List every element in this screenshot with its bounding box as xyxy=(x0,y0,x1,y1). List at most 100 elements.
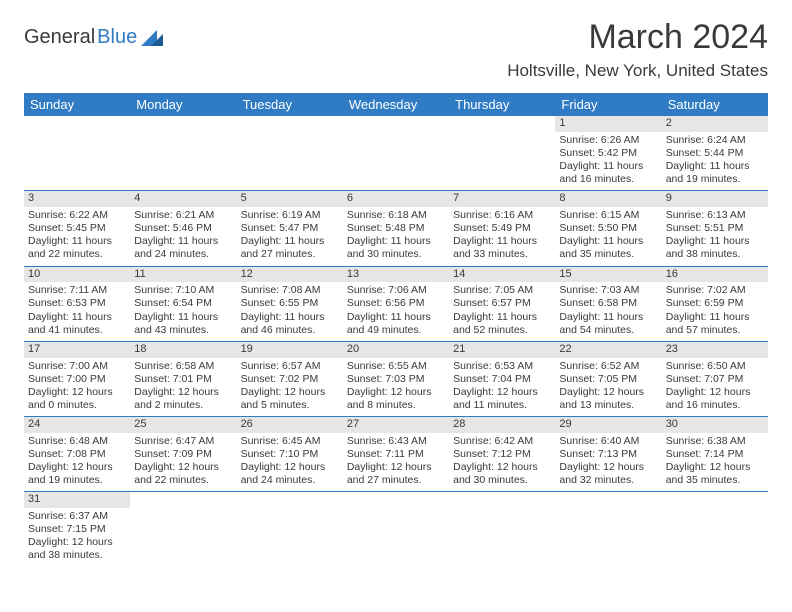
day-number: 27 xyxy=(343,417,449,433)
sunrise: Sunrise: 6:18 AM xyxy=(347,209,445,222)
sunrise: Sunrise: 6:57 AM xyxy=(241,360,339,373)
day-number: 7 xyxy=(449,191,555,207)
calendar-cell: 22Sunrise: 6:52 AMSunset: 7:05 PMDayligh… xyxy=(555,341,661,416)
sunset: Sunset: 6:55 PM xyxy=(241,297,339,310)
calendar-cell: 20Sunrise: 6:55 AMSunset: 7:03 PMDayligh… xyxy=(343,341,449,416)
calendar-cell: 5Sunrise: 6:19 AMSunset: 5:47 PMDaylight… xyxy=(237,191,343,266)
sunset: Sunset: 6:54 PM xyxy=(134,297,232,310)
day-body: Sunrise: 7:10 AMSunset: 6:54 PMDaylight:… xyxy=(130,282,236,341)
sunrise: Sunrise: 6:24 AM xyxy=(666,134,764,147)
calendar-cell: 12Sunrise: 7:08 AMSunset: 6:55 PMDayligh… xyxy=(237,266,343,341)
day-number: 25 xyxy=(130,417,236,433)
daylight: Daylight: 12 hours and 0 minutes. xyxy=(28,386,126,412)
daylight: Daylight: 11 hours and 19 minutes. xyxy=(666,160,764,186)
sunrise: Sunrise: 6:48 AM xyxy=(28,435,126,448)
day-body: Sunrise: 7:08 AMSunset: 6:55 PMDaylight:… xyxy=(237,282,343,341)
daylight: Daylight: 11 hours and 49 minutes. xyxy=(347,311,445,337)
daylight: Daylight: 12 hours and 8 minutes. xyxy=(347,386,445,412)
sunrise: Sunrise: 6:38 AM xyxy=(666,435,764,448)
sunrise: Sunrise: 7:08 AM xyxy=(241,284,339,297)
day-body: Sunrise: 6:19 AMSunset: 5:47 PMDaylight:… xyxy=(237,207,343,266)
daylight: Daylight: 11 hours and 43 minutes. xyxy=(134,311,232,337)
calendar-cell xyxy=(237,116,343,191)
day-number: 5 xyxy=(237,191,343,207)
daylight: Daylight: 11 hours and 35 minutes. xyxy=(559,235,657,261)
sunrise: Sunrise: 6:53 AM xyxy=(453,360,551,373)
sunset: Sunset: 7:08 PM xyxy=(28,448,126,461)
sunset: Sunset: 7:01 PM xyxy=(134,373,232,386)
logo: General Blue xyxy=(24,26,165,49)
calendar-head: SundayMondayTuesdayWednesdayThursdayFrid… xyxy=(24,93,768,116)
calendar-cell: 27Sunrise: 6:43 AMSunset: 7:11 PMDayligh… xyxy=(343,417,449,492)
daylight: Daylight: 12 hours and 38 minutes. xyxy=(28,536,126,562)
day-number: 11 xyxy=(130,267,236,283)
day-number: 4 xyxy=(130,191,236,207)
day-number: 2 xyxy=(662,116,768,132)
sunset: Sunset: 7:03 PM xyxy=(347,373,445,386)
day-body: Sunrise: 6:22 AMSunset: 5:45 PMDaylight:… xyxy=(24,207,130,266)
day-number: 16 xyxy=(662,267,768,283)
day-header: Friday xyxy=(555,93,661,116)
calendar-cell: 13Sunrise: 7:06 AMSunset: 6:56 PMDayligh… xyxy=(343,266,449,341)
sunrise: Sunrise: 6:52 AM xyxy=(559,360,657,373)
day-header: Sunday xyxy=(24,93,130,116)
day-body: Sunrise: 6:38 AMSunset: 7:14 PMDaylight:… xyxy=(662,433,768,492)
sunset: Sunset: 7:02 PM xyxy=(241,373,339,386)
sunset: Sunset: 7:07 PM xyxy=(666,373,764,386)
day-body: Sunrise: 6:21 AMSunset: 5:46 PMDaylight:… xyxy=(130,207,236,266)
daylight: Daylight: 12 hours and 27 minutes. xyxy=(347,461,445,487)
calendar-cell: 18Sunrise: 6:58 AMSunset: 7:01 PMDayligh… xyxy=(130,341,236,416)
calendar-cell: 26Sunrise: 6:45 AMSunset: 7:10 PMDayligh… xyxy=(237,417,343,492)
calendar-cell xyxy=(343,116,449,191)
sunset: Sunset: 7:12 PM xyxy=(453,448,551,461)
title-block: March 2024 Holtsville, New York, United … xyxy=(507,18,768,81)
calendar-cell: 30Sunrise: 6:38 AMSunset: 7:14 PMDayligh… xyxy=(662,417,768,492)
day-number: 20 xyxy=(343,342,449,358)
calendar-cell: 14Sunrise: 7:05 AMSunset: 6:57 PMDayligh… xyxy=(449,266,555,341)
day-number: 1 xyxy=(555,116,661,132)
calendar-cell: 29Sunrise: 6:40 AMSunset: 7:13 PMDayligh… xyxy=(555,417,661,492)
day-number: 10 xyxy=(24,267,130,283)
sunset: Sunset: 7:00 PM xyxy=(28,373,126,386)
daylight: Daylight: 11 hours and 33 minutes. xyxy=(453,235,551,261)
sunrise: Sunrise: 7:10 AM xyxy=(134,284,232,297)
calendar-cell: 25Sunrise: 6:47 AMSunset: 7:09 PMDayligh… xyxy=(130,417,236,492)
calendar-cell: 31Sunrise: 6:37 AMSunset: 7:15 PMDayligh… xyxy=(24,492,130,567)
day-number: 9 xyxy=(662,191,768,207)
day-number: 6 xyxy=(343,191,449,207)
calendar-cell: 16Sunrise: 7:02 AMSunset: 6:59 PMDayligh… xyxy=(662,266,768,341)
sunset: Sunset: 6:59 PM xyxy=(666,297,764,310)
sunset: Sunset: 7:04 PM xyxy=(453,373,551,386)
day-body: Sunrise: 6:24 AMSunset: 5:44 PMDaylight:… xyxy=(662,132,768,191)
sunrise: Sunrise: 6:15 AM xyxy=(559,209,657,222)
day-body: Sunrise: 6:43 AMSunset: 7:11 PMDaylight:… xyxy=(343,433,449,492)
calendar-cell: 17Sunrise: 7:00 AMSunset: 7:00 PMDayligh… xyxy=(24,341,130,416)
day-number: 24 xyxy=(24,417,130,433)
calendar-cell: 15Sunrise: 7:03 AMSunset: 6:58 PMDayligh… xyxy=(555,266,661,341)
sunrise: Sunrise: 6:13 AM xyxy=(666,209,764,222)
calendar-table: SundayMondayTuesdayWednesdayThursdayFrid… xyxy=(24,93,768,567)
sunset: Sunset: 5:50 PM xyxy=(559,222,657,235)
day-body: Sunrise: 6:16 AMSunset: 5:49 PMDaylight:… xyxy=(449,207,555,266)
day-header: Saturday xyxy=(662,93,768,116)
calendar-cell: 6Sunrise: 6:18 AMSunset: 5:48 PMDaylight… xyxy=(343,191,449,266)
calendar-cell: 23Sunrise: 6:50 AMSunset: 7:07 PMDayligh… xyxy=(662,341,768,416)
day-number: 15 xyxy=(555,267,661,283)
daylight: Daylight: 11 hours and 24 minutes. xyxy=(134,235,232,261)
day-header: Thursday xyxy=(449,93,555,116)
logo-triangle-icon xyxy=(141,30,165,46)
day-number: 12 xyxy=(237,267,343,283)
sunrise: Sunrise: 7:02 AM xyxy=(666,284,764,297)
day-body: Sunrise: 6:58 AMSunset: 7:01 PMDaylight:… xyxy=(130,358,236,417)
calendar-cell xyxy=(449,116,555,191)
day-header: Monday xyxy=(130,93,236,116)
daylight: Daylight: 11 hours and 16 minutes. xyxy=(559,160,657,186)
daylight: Daylight: 12 hours and 22 minutes. xyxy=(134,461,232,487)
calendar-cell: 2Sunrise: 6:24 AMSunset: 5:44 PMDaylight… xyxy=(662,116,768,191)
calendar-cell: 28Sunrise: 6:42 AMSunset: 7:12 PMDayligh… xyxy=(449,417,555,492)
header: General Blue March 2024 Holtsville, New … xyxy=(24,18,768,81)
calendar-cell xyxy=(343,492,449,567)
daylight: Daylight: 12 hours and 35 minutes. xyxy=(666,461,764,487)
sunrise: Sunrise: 6:16 AM xyxy=(453,209,551,222)
day-body: Sunrise: 6:50 AMSunset: 7:07 PMDaylight:… xyxy=(662,358,768,417)
